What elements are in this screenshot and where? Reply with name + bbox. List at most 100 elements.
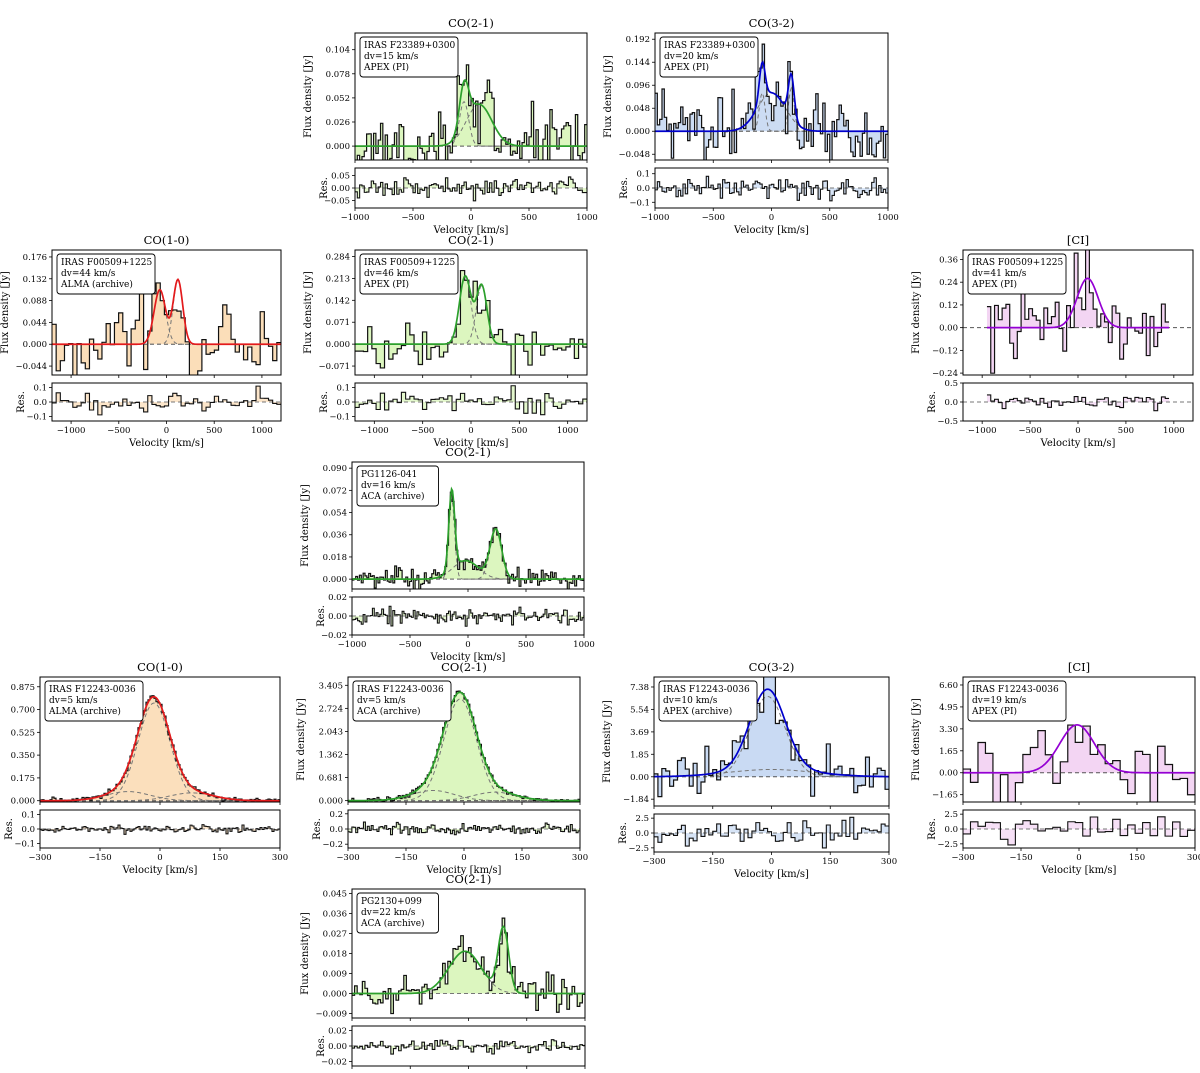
y-tick-label: 0.132 — [23, 275, 47, 285]
x-tick-label: 0 — [157, 853, 162, 863]
x-tick-label: −1000 — [57, 426, 86, 436]
x-tick-label: −150 — [701, 857, 724, 867]
panel-p6: 0.0000.0180.0360.0540.0720.090CO(2-1)PG1… — [300, 445, 595, 663]
y-tick-label: 0.176 — [23, 253, 47, 263]
y-axis-label: Flux density [Jy] — [303, 271, 314, 354]
info-line: IRAS F12243-0036 — [357, 685, 444, 695]
spectrum-fill — [348, 691, 580, 802]
x-axis-label: Velocity [km/s] — [733, 869, 809, 880]
main-plot-area-p2 — [655, 43, 888, 160]
panel-title: CO(3-2) — [749, 16, 795, 30]
res-y-tick-label: 0.0 — [21, 825, 35, 835]
main-plot-area-p5 — [963, 250, 1193, 374]
info-line: IRAS F23389+0300 — [364, 41, 455, 51]
y-tick-label: 0.104 — [326, 46, 350, 56]
x-tick-label: −300 — [336, 853, 359, 863]
res-y-tick-label: 0.1 — [21, 810, 35, 820]
residual-step-line — [963, 816, 1195, 846]
res-axis-label: Res. — [316, 605, 327, 627]
fit-model-line — [355, 274, 587, 345]
y-tick-label: 0.000 — [626, 127, 650, 137]
info-line: dv=19 km/s — [972, 696, 1027, 706]
info-line: ACA (archive) — [360, 491, 425, 502]
spectrum-fill — [355, 270, 587, 375]
x-tick-label: −500 — [1018, 426, 1041, 436]
res-axis-label: Res. — [312, 818, 323, 840]
spectrum-fill — [986, 250, 1170, 374]
info-box-frame — [659, 36, 759, 78]
x-axis-label: Velocity [km/s] — [430, 652, 506, 663]
panel-p4: −0.071 0.000 0.071 0.142 0.213 0.284 CO(2-1) IR… — [303, 233, 588, 449]
res-y-tick-label: 0.05 — [331, 172, 350, 182]
res-y-tick-label: 0.5 — [944, 379, 958, 389]
panel-title: CO(1-0) — [144, 233, 190, 247]
residual-step-line — [655, 175, 888, 202]
main-plot-area-p11 — [352, 917, 585, 1015]
res-y-tick-label: 0.02 — [328, 593, 347, 603]
res-y-tick-label: −2.5 — [937, 840, 958, 850]
residual-plot-area-p1 — [355, 176, 587, 202]
residual-step-line — [40, 824, 280, 835]
main-plot-area-p6 — [352, 486, 584, 589]
info-line: ACA (archive) — [360, 918, 425, 929]
info-box-frame — [56, 253, 156, 295]
info-line: PG2130+099 — [361, 897, 422, 907]
residual-step-line — [348, 821, 580, 836]
fit-model-line — [352, 486, 584, 580]
x-tick-label: −500 — [401, 213, 424, 223]
info-line: dv=41 km/s — [972, 269, 1027, 279]
residual-step-line — [352, 1039, 585, 1055]
info-line: ALMA (archive) — [60, 279, 133, 290]
panel-title: [CI] — [1068, 660, 1090, 674]
info-line: dv=5 km/s — [357, 696, 406, 706]
info-line: IRAS F00509+1225 — [364, 258, 455, 268]
spectrum-step-line — [654, 677, 889, 798]
y-tick-label: 0.048 — [626, 104, 650, 114]
gaussian-component-1 — [654, 695, 889, 778]
residual-plot-area-p7 — [40, 824, 280, 835]
panel-title: CO(2-1) — [448, 233, 494, 247]
res-y-tick-label: −0.1 — [14, 840, 35, 850]
y-tick-label: 0.681 — [319, 774, 343, 784]
panel-p7: 0.000 0.175 0.350 0.525 0.700 0.875 CO(1-0) IRA… — [4, 660, 288, 876]
res-axis-label: Res. — [927, 818, 938, 840]
info-box-frame — [44, 680, 144, 722]
y-tick-label: 0.00 — [630, 773, 649, 783]
residual-plot-area-p8 — [348, 821, 580, 836]
res-axis-label: Res. — [4, 818, 15, 840]
x-tick-label: −1000 — [968, 426, 997, 436]
main-plot-area-p4 — [355, 269, 587, 375]
x-axis-label: Velocity [km/s] — [733, 225, 809, 236]
x-axis-label: Velocity [km/s] — [128, 438, 204, 449]
main-plot-area-p9 — [654, 677, 889, 798]
y-tick-label: 3.30 — [939, 725, 958, 735]
y-tick-label: 0.036 — [323, 909, 347, 919]
x-tick-label: 150 — [822, 857, 838, 867]
panel-title: CO(2-1) — [448, 16, 494, 30]
residual-step-line — [355, 385, 587, 416]
x-tick-label: 500 — [822, 213, 838, 223]
res-axis-label: Res. — [319, 177, 330, 199]
res-y-tick-label: 0.00 — [331, 184, 350, 194]
x-tick-label: 0 — [1076, 853, 1081, 863]
main-plot-area-p10 — [963, 724, 1195, 802]
info-box-frame — [967, 253, 1067, 295]
x-tick-label: 300 — [1187, 853, 1200, 863]
y-tick-label: 0.00 — [939, 769, 958, 779]
info-line: IRAS F12243-0036 — [972, 685, 1059, 695]
y-tick-label: −0.071 — [319, 362, 350, 372]
y-tick-label: 0.052 — [326, 94, 350, 104]
y-tick-label: 0.142 — [326, 296, 350, 306]
fit-model-line — [963, 724, 1195, 774]
res-y-tick-label: 0.1 — [336, 383, 350, 393]
spectrum-step-line — [963, 724, 1195, 802]
spectrum-fill — [355, 64, 587, 160]
info-line: dv=16 km/s — [361, 481, 416, 491]
x-axis-label: Velocity [km/s] — [1040, 438, 1116, 449]
